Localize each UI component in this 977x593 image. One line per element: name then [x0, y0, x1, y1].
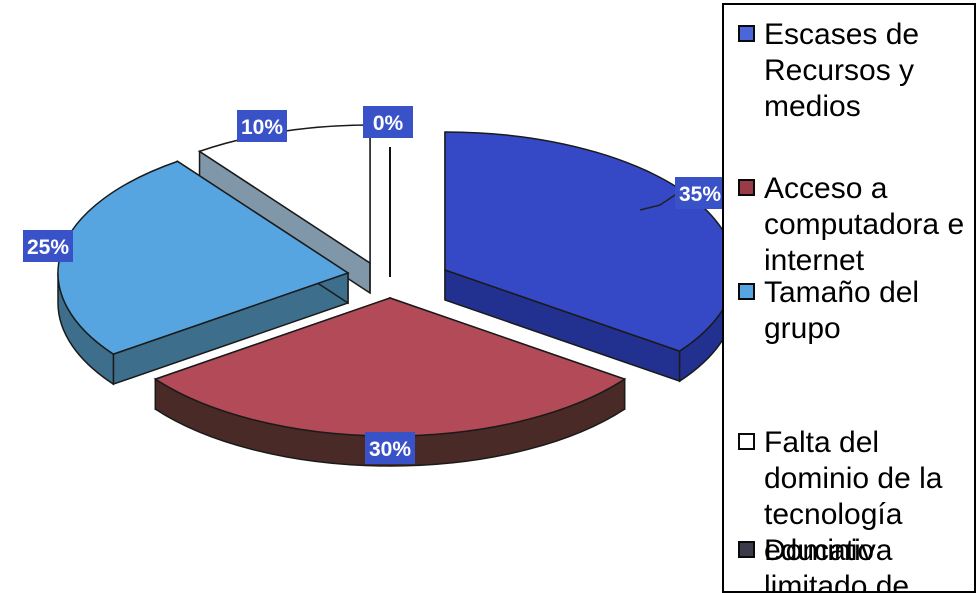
svg-text:35%: 35%	[679, 183, 721, 206]
pie-slice-falta	[197, 124, 371, 295]
svg-text:0%: 0%	[373, 112, 404, 135]
legend-item-falta: Falta del dominio de la tecnología educa…	[738, 425, 972, 569]
pie-slice-tamano	[57, 159, 350, 386]
legend-label-dominio: Dominio limitado de	[764, 534, 910, 593]
chart-legend: Escases de Recursos y medios Acceso a co…	[722, 3, 976, 593]
legend-swatch-falta	[738, 433, 755, 450]
data-label-falta: 10%	[237, 110, 287, 142]
pie-slices	[57, 124, 736, 467]
svg-text:25%: 25%	[27, 236, 69, 259]
data-label-escases: 35%	[639, 177, 725, 211]
legend-label-escases: Escases de Recursos y medios	[764, 18, 920, 123]
data-label-acceso: 30%	[365, 432, 415, 464]
legend-swatch-dominio	[738, 541, 755, 558]
data-label-dominio: 0%	[363, 106, 413, 138]
data-label-tamano: 25%	[23, 230, 73, 262]
legend-item-tamano: Tamaño del grupo	[738, 275, 972, 347]
legend-swatch-acceso	[738, 179, 755, 196]
pie-labels: 35% 30% 25% 10% 0%	[23, 106, 725, 464]
svg-text:30%: 30%	[369, 438, 411, 461]
pie-slice-escases	[444, 131, 736, 383]
legend-item-dominio: Dominio limitado de	[738, 533, 972, 593]
legend-label-falta: Falta del dominio de la tecnología educa…	[764, 426, 943, 567]
legend-swatch-escases	[738, 25, 755, 42]
legend-swatch-tamano	[738, 283, 755, 300]
pie-slice-acceso	[153, 296, 627, 467]
legend-label-tamano: Tamaño del grupo	[764, 276, 920, 345]
legend-item-acceso: Acceso a computadora e internet	[738, 171, 972, 279]
legend-label-acceso: Acceso a computadora e internet	[764, 172, 965, 277]
svg-text:10%: 10%	[241, 116, 283, 139]
legend-item-escases: Escases de Recursos y medios	[738, 17, 972, 125]
